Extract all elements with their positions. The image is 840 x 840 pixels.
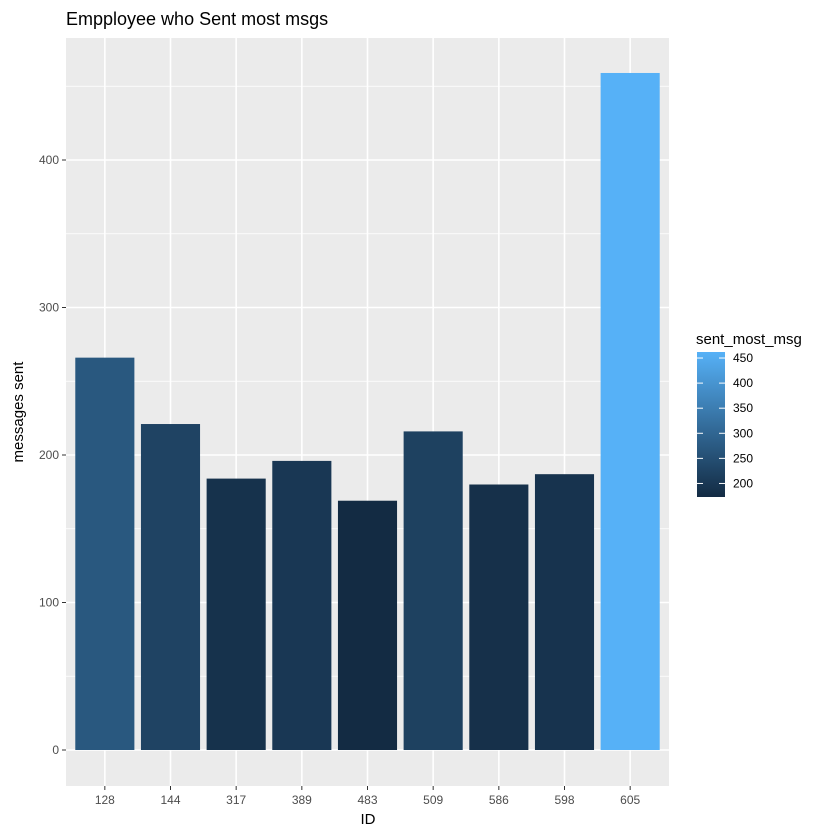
y-tick-label: 100: [39, 596, 59, 610]
x-tick-label: 509: [423, 793, 443, 807]
bar-128: [75, 357, 135, 750]
x-tick-label: 317: [226, 793, 246, 807]
bar-317: [206, 478, 266, 750]
x-tick-label: 483: [357, 793, 377, 807]
legend-tick-label: 250: [733, 451, 753, 465]
legend-tick-label: 200: [733, 476, 753, 490]
y-axis: 0 100 200 300 400: [39, 153, 66, 757]
legend-tick-label: 450: [733, 351, 753, 365]
x-tick-label: 586: [489, 793, 509, 807]
bars: [75, 72, 660, 751]
x-tick-label: 128: [95, 793, 115, 807]
bar-144: [140, 424, 201, 750]
legend-ticks: 200 250 300 350 400 450: [697, 351, 753, 490]
y-tick-label: 0: [52, 743, 59, 757]
bar-586: [469, 484, 529, 750]
bar-598: [534, 474, 595, 750]
legend-tick-label: 400: [733, 376, 753, 390]
legend-colorbar: [697, 352, 725, 497]
y-tick-label: 400: [39, 153, 59, 167]
x-tick-label: 598: [554, 793, 574, 807]
x-axis: 128 144 317 389 483 509 586 598 605: [95, 786, 640, 807]
bar-483: [337, 500, 398, 750]
bar-605: [600, 72, 660, 751]
legend: sent_most_msg 200 250 300 350 400 450: [696, 331, 802, 497]
x-tick-label: 389: [292, 793, 312, 807]
x-tick-label: 144: [160, 793, 180, 807]
legend-tick-label: 350: [733, 401, 753, 415]
y-axis-title: messages sent: [10, 361, 27, 463]
bar-509: [403, 431, 463, 750]
bar-389: [272, 460, 332, 750]
chart-title: Empployee who Sent most msgs: [66, 9, 328, 29]
x-tick-label: 605: [620, 793, 640, 807]
y-tick-label: 300: [39, 301, 59, 315]
y-tick-label: 200: [39, 448, 59, 462]
legend-tick-label: 300: [733, 426, 753, 440]
x-axis-title: ID: [361, 811, 376, 828]
legend-title: sent_most_msg: [696, 331, 802, 348]
